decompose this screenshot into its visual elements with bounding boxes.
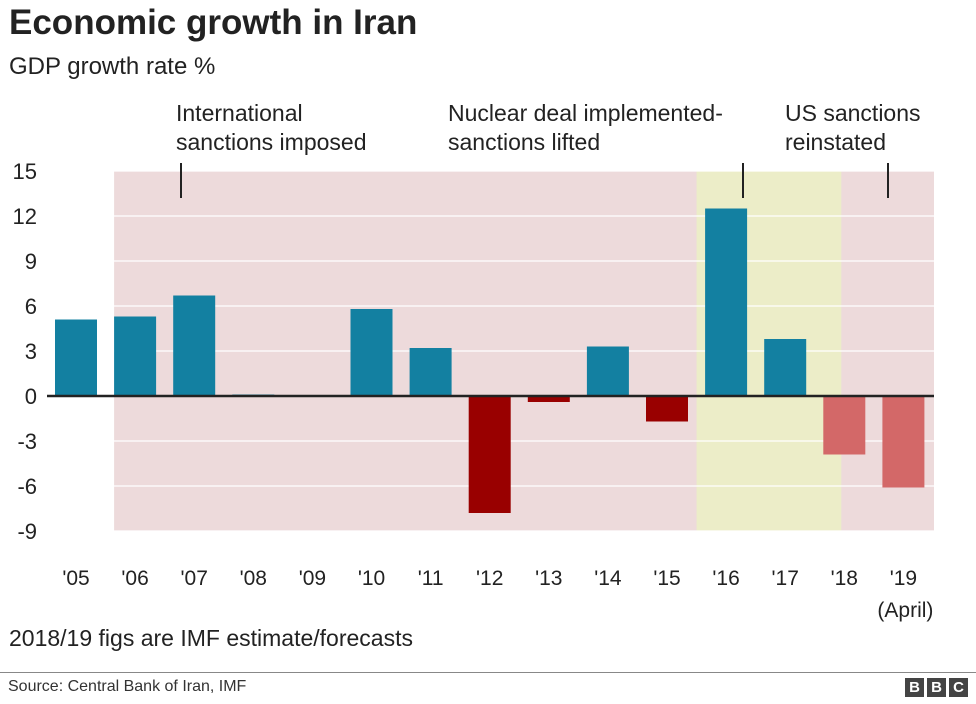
bar-14 — [586, 346, 629, 396]
annotation-us-sanctions: US sanctions reinstated — [785, 99, 921, 157]
footnote: 2018/19 figs are IMF estimate/forecasts — [9, 625, 413, 651]
bar-10 — [350, 309, 393, 396]
source-text: Source: Central Bank of Iran, IMF — [8, 678, 247, 695]
x-tick-label: '08 — [240, 567, 267, 590]
annotation-line: reinstated — [785, 129, 887, 155]
bar-19 — [882, 396, 925, 488]
x-tick-label: '06 — [121, 567, 148, 590]
x-tick-label: '16 — [712, 567, 739, 590]
x-tick-label: '13 — [535, 567, 562, 590]
bar-12 — [468, 396, 511, 513]
annotation-line: International — [176, 100, 303, 126]
x-tick-label: '17 — [772, 567, 799, 590]
y-tick-label: 9 — [25, 249, 37, 274]
x-tick-label: '05 — [62, 567, 89, 590]
bar-13 — [527, 396, 570, 402]
bar-05 — [55, 319, 97, 396]
annotation-nuclear-deal: Nuclear deal implemented- sanctions lift… — [448, 99, 723, 157]
bar-16 — [705, 208, 748, 396]
x-tick-label: '07 — [181, 567, 208, 590]
y-tick-label: -6 — [17, 474, 37, 499]
x-tick-label: '09 — [299, 567, 326, 590]
bar-18 — [823, 396, 866, 455]
chart-subtitle: GDP growth rate % — [9, 53, 216, 80]
footer-divider — [0, 672, 976, 673]
bar-17 — [764, 339, 807, 396]
bar-07 — [173, 295, 216, 396]
bar-15 — [646, 396, 688, 422]
x-tick-label: '15 — [653, 567, 680, 590]
x-tick-label: '18 — [831, 567, 858, 590]
y-tick-label: -3 — [17, 429, 37, 454]
y-tick-label: 12 — [13, 204, 37, 229]
bar-11 — [409, 348, 452, 396]
annotation-line: Nuclear deal implemented- — [448, 100, 723, 126]
annotation-line: sanctions lifted — [448, 129, 601, 155]
y-tick-label: 3 — [25, 339, 37, 364]
y-tick-label: 0 — [25, 384, 37, 409]
x-tick-sublabel: (April) — [877, 599, 933, 622]
annotation-line: sanctions imposed — [176, 129, 367, 155]
y-tick-label: -9 — [17, 519, 37, 544]
y-tick-label: 6 — [25, 294, 37, 319]
annotation-sanctions-imposed: International sanctions imposed — [176, 99, 367, 157]
x-tick-label: '14 — [594, 567, 622, 590]
x-tick-label: '19 — [890, 567, 917, 590]
x-tick-label: '11 — [418, 567, 444, 590]
annotation-line: US sanctions — [785, 100, 921, 126]
x-tick-label: '12 — [476, 567, 503, 590]
y-tick-label: 15 — [13, 159, 37, 184]
bar-06 — [114, 316, 157, 396]
chart-title: Economic growth in Iran — [9, 3, 418, 42]
x-tick-label: '10 — [358, 567, 385, 590]
